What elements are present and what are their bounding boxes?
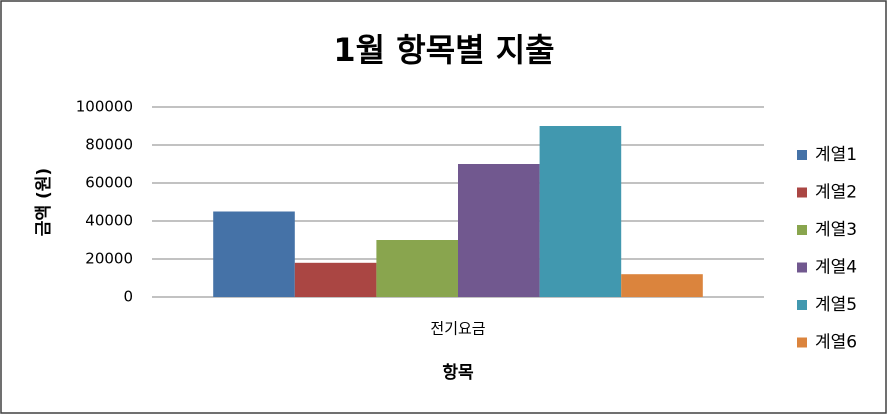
x-axis-label: 항목 <box>442 362 474 383</box>
legend-label: 계열3 <box>815 220 857 240</box>
y-tick-label: 80000 <box>85 136 133 154</box>
y-axis-label: 금액 (원) <box>34 168 54 236</box>
chart-title: 1월 항목별 지출 <box>333 31 554 69</box>
legend-swatch <box>797 150 807 160</box>
legend-swatch <box>797 262 807 273</box>
bar <box>539 126 622 297</box>
y-tick-label: 60000 <box>85 174 133 192</box>
legend-swatch <box>797 225 807 235</box>
x-tick-label: 전기요금 <box>430 320 485 338</box>
y-tick-label: 0 <box>123 288 133 306</box>
legend-swatch <box>797 337 807 348</box>
legend-label: 계열4 <box>815 258 857 278</box>
legend-label: 계열1 <box>815 145 857 165</box>
bar <box>294 262 377 297</box>
y-tick-label: 40000 <box>85 212 133 230</box>
bar <box>376 240 458 297</box>
legend-label: 계열6 <box>815 333 857 353</box>
bar <box>213 211 295 297</box>
legend-swatch <box>797 300 807 310</box>
y-tick-label: 100000 <box>76 98 133 116</box>
legend-swatch <box>797 187 807 198</box>
legend-label: 계열5 <box>815 295 857 315</box>
bar <box>621 274 703 297</box>
y-tick-label: 20000 <box>85 250 133 268</box>
bar <box>458 164 540 297</box>
legend-label: 계열2 <box>815 183 857 203</box>
